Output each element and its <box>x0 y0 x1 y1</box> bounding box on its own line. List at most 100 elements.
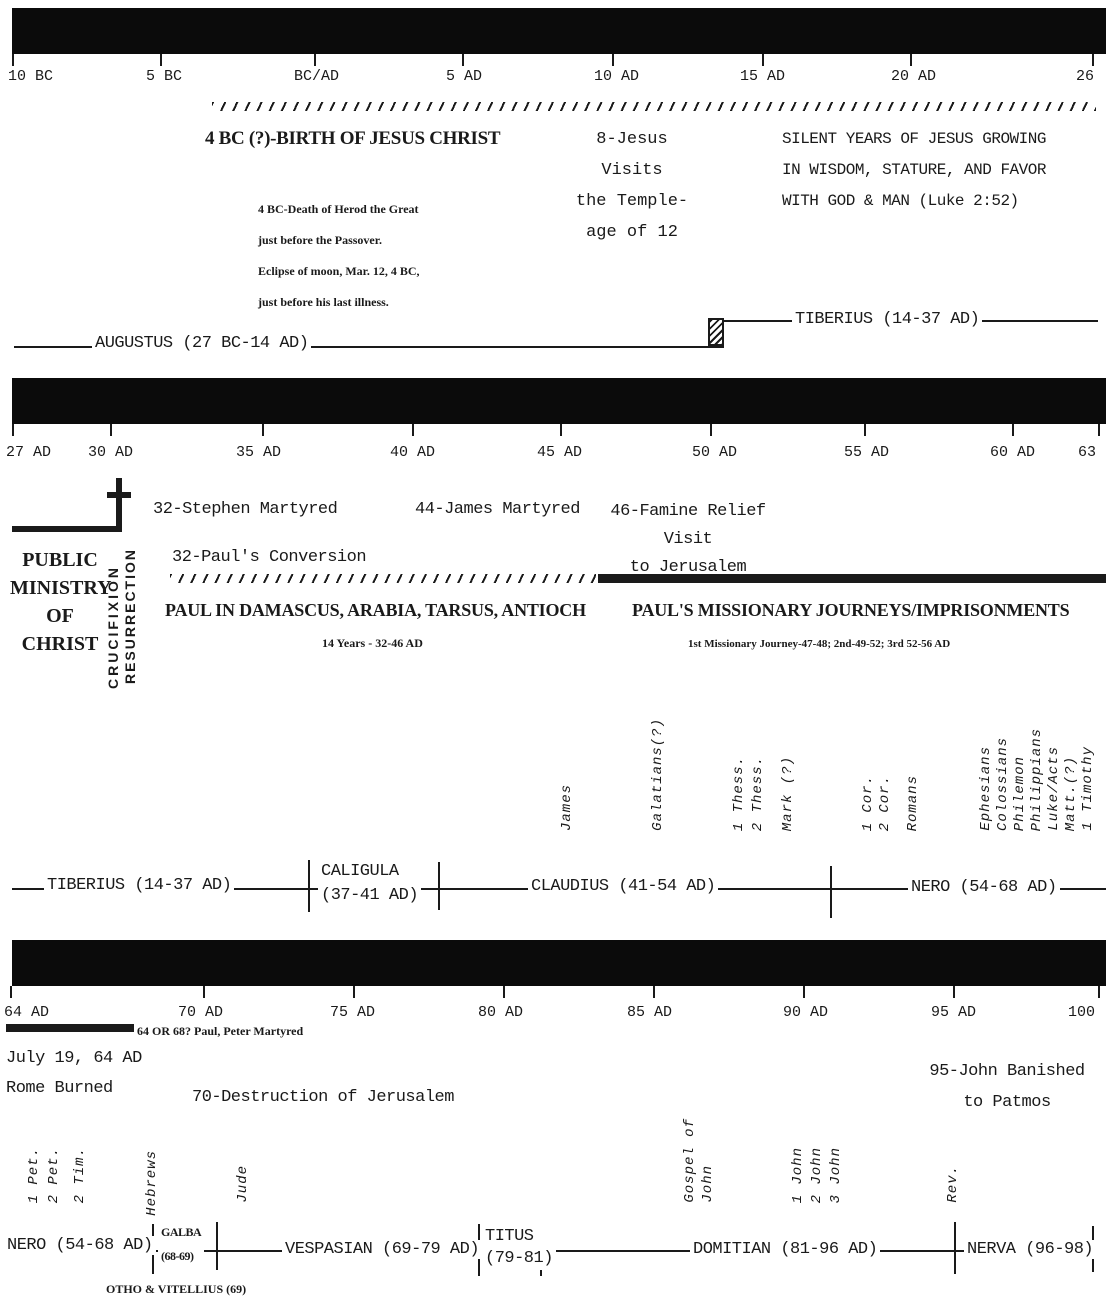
row2-year-label: 50 AD <box>692 444 738 461</box>
book-1-thess: 1 Thess. <box>731 755 747 831</box>
row2-year-label: 45 AD <box>537 444 583 461</box>
row1-year-label: 5 AD <box>446 68 483 85</box>
row1-tick <box>160 54 162 66</box>
row2-tick <box>412 424 414 436</box>
row2-tick <box>864 424 866 436</box>
tiberius-reign-2: TIBERIUS (14-37 AD) <box>44 876 235 895</box>
row2-tick <box>12 424 14 436</box>
book-3-john: 3 John <box>828 1146 844 1203</box>
cross-vertical <box>116 478 122 532</box>
john-banished-label: 95-John Banished to Patmos <box>929 1062 1085 1112</box>
fourteen-years-label: 14 Years - 32-46 AD <box>322 636 423 650</box>
book-revelation: Rev. <box>945 1165 961 1203</box>
timeline-bar-2 <box>12 378 1106 424</box>
row2-year-label: 30 AD <box>88 444 134 461</box>
row2-tick <box>710 424 712 436</box>
paul-in-damascus-label: PAUL IN DAMASCUS, ARABIA, TARSUS, ANTIOC… <box>165 600 586 620</box>
row1-tick <box>314 54 316 66</box>
row3-year-label: 64 AD <box>4 1004 50 1021</box>
row3-tick <box>10 986 12 998</box>
row1-tick <box>12 54 14 66</box>
herod-death-note: 4 BC-Death of Herod the Great just befor… <box>258 202 420 309</box>
row1-tick <box>762 54 764 66</box>
row3-tick <box>953 986 955 998</box>
silent-years-label: SILENT YEARS OF JESUS GROWING IN WISDOM,… <box>782 130 1046 210</box>
row3-year-label: 70 AD <box>178 1004 224 1021</box>
row1-tick <box>612 54 614 66</box>
vespasian-reign: VESPASIAN (69-79 AD) <box>282 1240 483 1259</box>
tiberius-reign-1: TIBERIUS (14-37 AD) <box>792 310 983 329</box>
row3-year-label: 100 <box>1068 1004 1096 1021</box>
ministry-line <box>12 526 122 532</box>
book-hebrews: Hebrews <box>144 1150 160 1216</box>
row3-year-label: 80 AD <box>478 1004 524 1021</box>
row3-tick <box>803 986 805 998</box>
caligula-reign: CALIGULA (37-41 AD) <box>318 860 422 908</box>
book-luke-acts: Luke/Acts <box>1046 746 1062 831</box>
row3-tick <box>653 986 655 998</box>
row3-tick <box>1098 986 1100 998</box>
crucifixion-label: CRUCIFIXION <box>105 565 121 689</box>
journeys-dates-label: 1st Missionary Journey-47-48; 2nd-49-52;… <box>688 638 951 650</box>
missionary-journeys-label: PAUL'S MISSIONARY JOURNEYS/IMPRISONMENTS <box>632 600 1070 620</box>
row1-year-label: 5 BC <box>146 68 183 85</box>
book-colossians: Colossians <box>995 736 1011 831</box>
book-galatians: Galatians(?) <box>650 718 666 831</box>
nero-reign-3: NERO (54-68 AD) <box>4 1236 156 1255</box>
vespasian-start-tick <box>216 1222 218 1270</box>
stephen-martyred-label: 32-Stephen Martyred <box>153 500 338 519</box>
row2-year-label: 60 AD <box>990 444 1036 461</box>
hatch-band-1 <box>212 102 1096 111</box>
paul-peter-bar <box>6 1024 134 1032</box>
row2-year-label: 40 AD <box>390 444 436 461</box>
row2-tick <box>262 424 264 436</box>
row2-year-label: 63 <box>1078 444 1097 461</box>
reign-transition-box <box>708 318 724 346</box>
row3-year-label: 95 AD <box>931 1004 977 1021</box>
paul-peter-martyred-label: 64 OR 68? Paul, Peter Martyred <box>137 1024 304 1038</box>
row1-year-label: BC/AD <box>294 68 340 85</box>
book-1-timothy: 1 Timothy <box>1080 746 1096 831</box>
row3-tick <box>503 986 505 998</box>
timeline-bar-3 <box>12 940 1106 986</box>
row3-year-label: 90 AD <box>783 1004 829 1021</box>
book-romans: Romans <box>905 774 921 831</box>
timeline-bar-1 <box>12 8 1106 54</box>
pauls-conversion-label: 32-Paul's Conversion <box>172 548 367 567</box>
nero-start-tick <box>830 866 832 918</box>
book-gospel-john: John <box>700 1165 716 1203</box>
missionary-band <box>598 574 1106 583</box>
titus-reign: TITUS (79-81) <box>482 1226 556 1270</box>
row1-year-label: 26 <box>1076 68 1095 85</box>
nero-reign-2: NERO (54-68 AD) <box>908 878 1060 897</box>
book-matthew: Matt.(?) <box>1063 755 1079 831</box>
book-philemon: Philemon <box>1012 755 1028 831</box>
galba-reign: GALBA (68-69) <box>158 1220 205 1268</box>
row1-tick <box>910 54 912 66</box>
otho-vitellius-label: OTHO & VITELLIUS (69) <box>106 1282 247 1296</box>
augustus-reign: AUGUSTUS (27 BC-14 AD) <box>92 334 312 353</box>
book-2-tim: 2 Tim. <box>72 1146 88 1203</box>
caligula-start-tick <box>308 860 310 912</box>
book-2-thess: 2 Thess. <box>750 755 766 831</box>
row3-tick <box>203 986 205 998</box>
rome-burned-label: July 19, 64 AD Rome Burned <box>6 1049 142 1098</box>
book-jude: Jude <box>235 1165 251 1203</box>
birth-of-jesus-label: 4 BC (?)-BIRTH OF JESUS CHRIST <box>205 128 501 149</box>
row1-year-label: 10 BC <box>8 68 54 85</box>
row2-tick <box>1012 424 1014 436</box>
row3-tick <box>353 986 355 998</box>
augustus-line <box>14 346 724 348</box>
book-gospel-of: Gospel of <box>682 1118 698 1203</box>
book-1-pet: 1 Pet. <box>26 1146 42 1203</box>
row2-year-label: 35 AD <box>236 444 282 461</box>
nerva-start-tick <box>954 1222 956 1274</box>
row1-year-label: 20 AD <box>891 68 937 85</box>
row2-year-label: 27 AD <box>6 444 52 461</box>
nerva-reign: NERVA (96-98) <box>964 1240 1097 1259</box>
row3-year-label: 85 AD <box>627 1004 673 1021</box>
row3-year-label: 75 AD <box>330 1004 376 1021</box>
book-ephesians: Ephesians <box>978 746 994 831</box>
book-philippians: Philippians <box>1029 727 1045 831</box>
cross-horizontal <box>107 492 131 498</box>
